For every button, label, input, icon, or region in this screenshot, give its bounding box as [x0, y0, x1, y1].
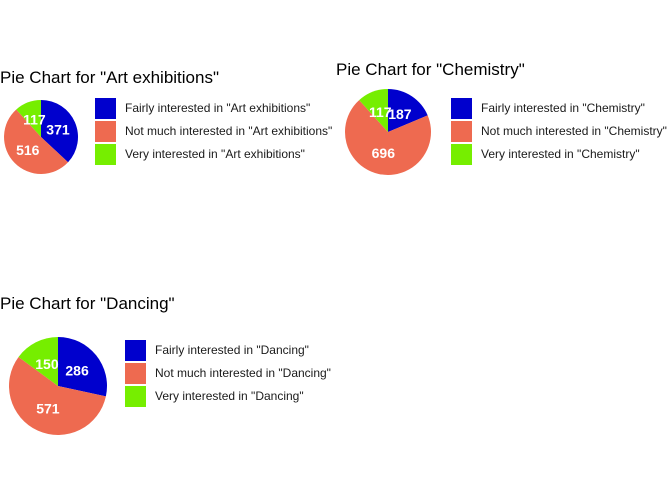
slice-value-label: 187: [388, 106, 412, 122]
legend-label: Not much interested in "Chemistry": [481, 124, 667, 138]
pie-slice: [4, 109, 69, 174]
pie-slice: [344, 100, 431, 176]
legend-label: Not much interested in "Art exhibitions": [125, 124, 333, 138]
pie-chart: 371 516 117: [4, 100, 79, 174]
pie-slice: [359, 89, 388, 132]
slice-value-label: 516: [16, 142, 40, 158]
slice-value-label: 696: [372, 145, 396, 161]
pie-panel-dancing: Pie Chart for "Dancing" 286 571 150 Fairly…: [0, 294, 360, 435]
legend-label: Not much interested in "Dancing": [155, 366, 331, 380]
legend-color-key: [451, 144, 472, 165]
slice-value-label: 286: [65, 363, 89, 379]
legend-label: Very interested in "Chemistry": [481, 147, 640, 161]
pie-slice: [58, 337, 108, 397]
legend-label: Very interested in "Dancing": [155, 389, 304, 403]
pie-slice: [41, 100, 79, 163]
legend-color-key: [451, 121, 472, 142]
slice-value-label: 117: [369, 104, 392, 120]
pie-panel-chemistry: Pie Chart for "Chemistry" 187 696 117 Fair…: [336, 60, 672, 180]
chart-title: Pie Chart for "Chemistry": [336, 60, 525, 79]
chart-title: Pie Chart for "Art exhibitions": [0, 68, 219, 87]
slice-value-label: 150: [35, 356, 59, 372]
chart-title: Pie Chart for "Dancing": [0, 294, 175, 313]
pie-slice: [388, 89, 428, 132]
legend-color-key: [95, 144, 116, 165]
legend-label: Fairly interested in "Chemistry": [481, 101, 645, 115]
pie-chart: 286 571 150: [9, 337, 108, 435]
legend-color-key: [125, 363, 146, 384]
legend-color-key: [125, 386, 146, 407]
legend-color-key: [451, 98, 472, 119]
pie-panel-art-exhibitions: Pie Chart for "Art exhibitions" 371 516 11…: [0, 68, 336, 178]
legend-color-key: [125, 340, 146, 361]
slice-value-label: 117: [23, 112, 46, 128]
legend-label: Fairly interested in "Dancing": [155, 343, 309, 357]
pie-chart: 187 696 117: [344, 89, 431, 176]
pie-slice: [9, 356, 106, 435]
pie-slice: [18, 337, 58, 386]
pie-slice: [16, 100, 41, 137]
slice-value-label: 371: [46, 122, 70, 138]
legend-label: Very interested in "Art exhibitions": [125, 147, 305, 161]
legend-color-key: [95, 98, 116, 119]
legend-color-key: [95, 121, 116, 142]
slice-value-label: 571: [36, 400, 60, 416]
legend-label: Fairly interested in "Art exhibitions": [125, 101, 311, 115]
